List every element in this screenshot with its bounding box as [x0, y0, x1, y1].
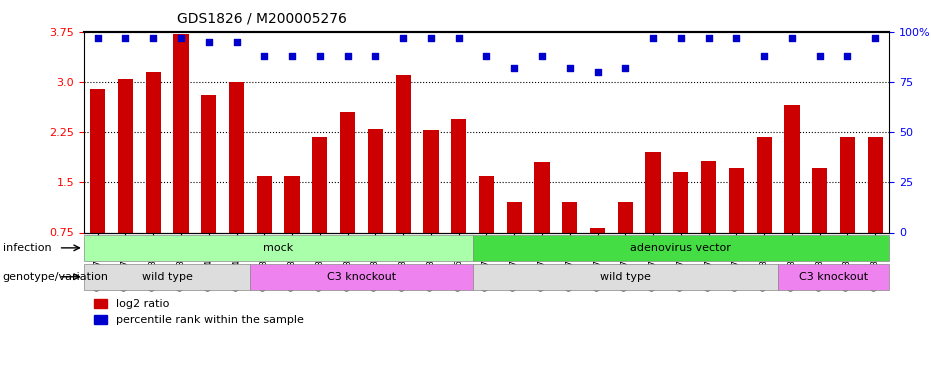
Bar	[590, 228, 605, 232]
Point	[118, 35, 133, 41]
Text: infection: infection	[3, 243, 51, 253]
Bar	[250, 264, 473, 290]
Bar	[396, 75, 411, 232]
Point	[785, 35, 800, 41]
Text: adenovirus vector: adenovirus vector	[630, 243, 731, 253]
Point	[313, 53, 328, 59]
Bar	[451, 119, 466, 232]
Text: wild type: wild type	[142, 272, 193, 282]
Bar	[173, 34, 189, 232]
Bar	[368, 129, 383, 232]
Bar	[562, 202, 577, 232]
Point	[452, 35, 466, 41]
Bar	[312, 137, 328, 232]
Point	[645, 35, 660, 41]
Bar	[784, 105, 800, 232]
Bar	[201, 95, 216, 232]
Bar	[90, 89, 105, 232]
Point	[673, 35, 688, 41]
Point	[257, 53, 272, 59]
Point	[590, 69, 605, 75]
Text: C3 knockout: C3 knockout	[799, 272, 868, 282]
Point	[424, 35, 439, 41]
Bar	[701, 161, 716, 232]
Bar	[84, 264, 250, 290]
Text: GDS1826 / M200005276: GDS1826 / M200005276	[177, 11, 346, 25]
Point	[868, 35, 883, 41]
Point	[285, 53, 300, 59]
Point	[562, 65, 577, 71]
Point	[701, 35, 716, 41]
Bar	[257, 176, 272, 232]
Bar	[673, 172, 688, 232]
Text: wild type: wild type	[600, 272, 651, 282]
Bar	[473, 235, 889, 261]
Bar	[868, 137, 883, 232]
Bar	[479, 176, 494, 232]
Point	[840, 53, 855, 59]
Point	[479, 53, 493, 59]
Point	[173, 35, 188, 41]
Bar	[229, 82, 244, 232]
Bar	[617, 202, 633, 232]
Bar	[118, 79, 133, 232]
Point	[534, 53, 549, 59]
Point	[146, 35, 161, 41]
Point	[340, 53, 355, 59]
Point	[229, 39, 244, 45]
Point	[812, 53, 827, 59]
Text: mock: mock	[263, 243, 293, 253]
Point	[729, 35, 744, 41]
Bar	[285, 176, 300, 232]
Point	[90, 35, 105, 41]
Legend: log2 ratio, percentile rank within the sample: log2 ratio, percentile rank within the s…	[89, 294, 308, 330]
Text: genotype/variation: genotype/variation	[3, 272, 109, 282]
Point	[201, 39, 216, 45]
Point	[757, 53, 772, 59]
Point	[618, 65, 633, 71]
Bar	[534, 162, 549, 232]
Bar	[729, 168, 744, 232]
Bar	[778, 264, 889, 290]
Bar	[84, 235, 473, 261]
Point	[396, 35, 411, 41]
Bar	[812, 168, 828, 232]
Bar	[840, 137, 855, 232]
Bar	[506, 202, 522, 232]
Bar	[473, 264, 778, 290]
Point	[506, 65, 521, 71]
Point	[368, 53, 383, 59]
Bar	[145, 72, 161, 232]
Bar	[757, 137, 772, 232]
Bar	[340, 112, 356, 232]
Text: C3 knockout: C3 knockout	[327, 272, 396, 282]
Bar	[645, 152, 661, 232]
Bar	[424, 130, 439, 232]
